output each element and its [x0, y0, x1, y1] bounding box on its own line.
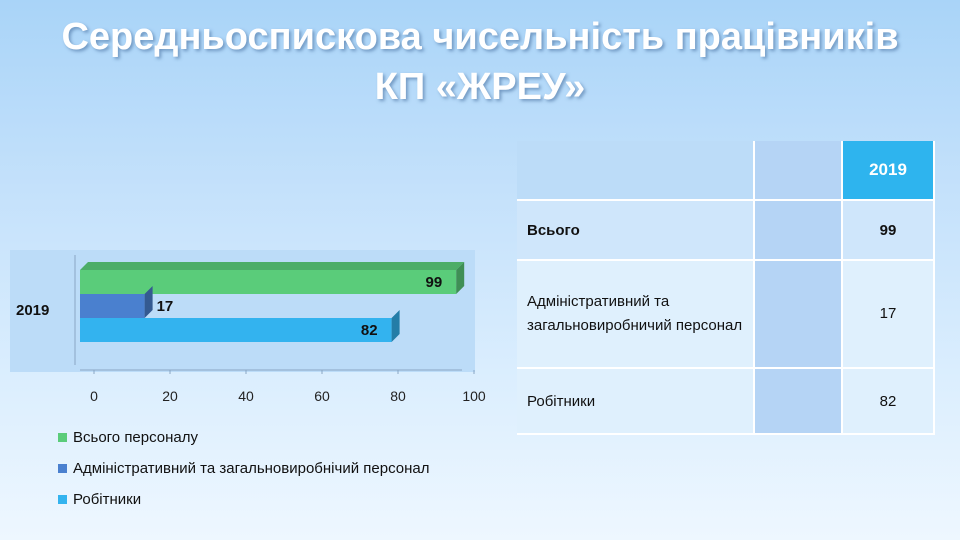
row-value: 99 — [842, 200, 935, 261]
bar-side-face — [456, 262, 465, 294]
legend-swatch — [58, 495, 67, 504]
table-header-row: 2019 — [517, 141, 935, 201]
x-tick-label: 40 — [238, 388, 254, 404]
legend-item: Адміністративний та загальновиробнічий п… — [58, 453, 429, 484]
legend-label: Робітники — [73, 491, 142, 508]
legend-item: Робітники — [58, 484, 429, 515]
header-cell-empty — [517, 141, 755, 201]
bar — [80, 270, 457, 294]
legend-swatch — [58, 433, 67, 442]
data-label: 99 — [426, 274, 443, 291]
table-row-admin: Адміністративний та загальновиробничий п… — [517, 260, 935, 369]
legend-swatch — [58, 464, 67, 473]
data-label: 17 — [157, 298, 174, 315]
title-line-2: КП «ЖРЕУ» — [374, 66, 586, 108]
x-tick-label: 100 — [462, 388, 486, 404]
row-value: 17 — [842, 260, 935, 369]
category-label: 2019 — [16, 302, 50, 319]
title-line-1: Середньоспискова чисельність працівників — [61, 16, 899, 58]
row-label: Всього — [517, 200, 755, 261]
gap-cell — [754, 368, 843, 435]
gap-cell — [754, 260, 843, 369]
legend-item: Всього персоналу — [58, 422, 429, 453]
header-cell-gap — [754, 141, 843, 201]
data-table: 2019 Всього 99 Адміністративний та загал… — [517, 141, 935, 435]
bar-top-face — [80, 262, 465, 270]
bar — [80, 294, 145, 318]
legend-label: Адміністративний та загальновиробнічий п… — [73, 460, 430, 477]
slide-title: Середньоспискова чисельність працівників… — [0, 12, 960, 112]
bar-chart: 2019 0 20 40 60 80 100 99 17 82 Всього персоналу… — [0, 240, 520, 540]
row-value: 82 — [842, 368, 935, 435]
legend-label: Всього персоналу — [73, 429, 199, 446]
table-row-total: Всього 99 — [517, 200, 935, 261]
chart-svg: 0 20 40 60 80 100 99 17 82 — [74, 255, 486, 404]
x-tick-label: 60 — [314, 388, 330, 404]
bar — [80, 318, 392, 342]
x-tick-label: 0 — [90, 388, 98, 404]
row-label: Робітники — [517, 368, 755, 435]
gap-cell — [754, 200, 843, 261]
table-row-workers: Робітники 82 — [517, 368, 935, 435]
data-label: 82 — [361, 322, 378, 339]
x-tick-label: 80 — [390, 388, 406, 404]
chart-legend: Всього персоналу Адміністративний та зага… — [58, 422, 429, 515]
x-tick-label: 20 — [162, 388, 178, 404]
bar-side-face — [391, 310, 400, 342]
bar-side-face — [144, 286, 153, 318]
header-cell-year: 2019 — [842, 141, 935, 201]
row-label: Адміністративний та загальновиробничий п… — [517, 260, 755, 369]
